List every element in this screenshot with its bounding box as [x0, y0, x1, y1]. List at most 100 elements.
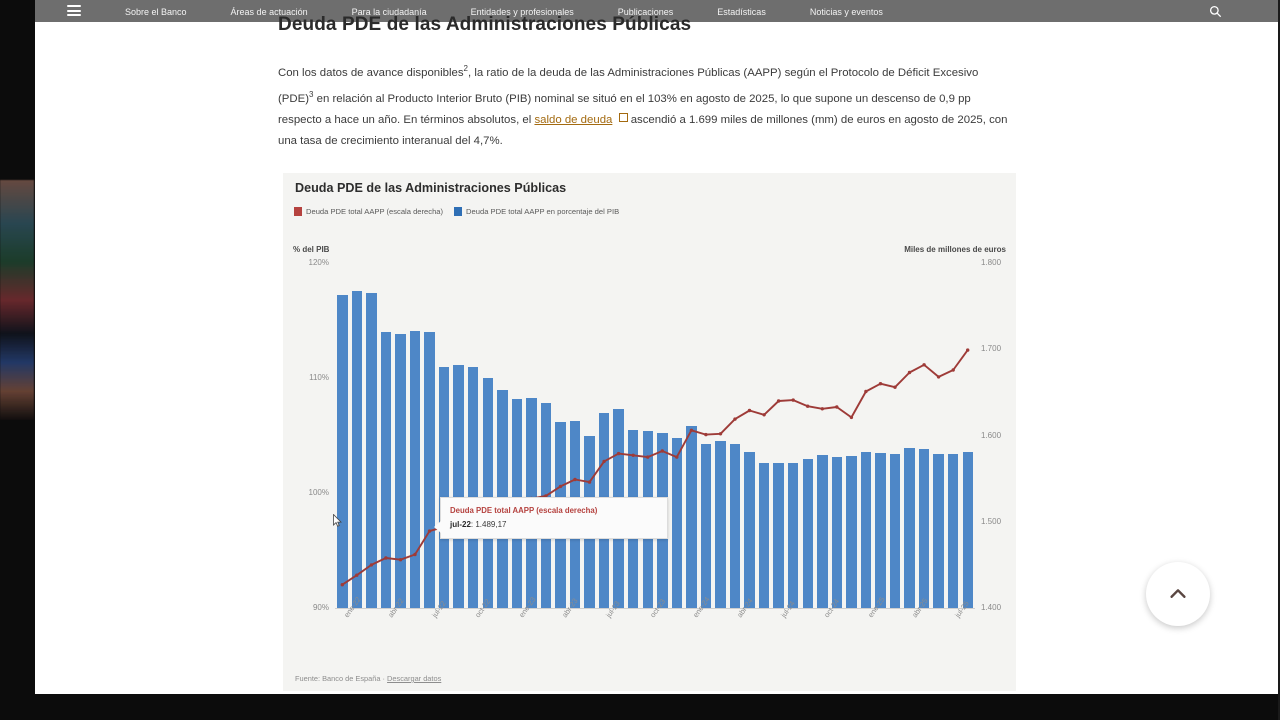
- line-point[interactable]: [369, 563, 374, 567]
- bar[interactable]: [875, 452, 886, 608]
- bar[interactable]: [438, 366, 450, 608]
- nav-item-sobre-el-banco[interactable]: Sobre el Banco: [125, 7, 187, 17]
- bar[interactable]: [715, 441, 726, 608]
- line-point[interactable]: [907, 370, 912, 375]
- line-point[interactable]: [413, 552, 417, 557]
- bar[interactable]: [409, 330, 421, 608]
- search-icon[interactable]: [1209, 5, 1222, 18]
- bar[interactable]: [962, 451, 974, 608]
- line-point[interactable]: [660, 449, 664, 453]
- bar-column[interactable]: [801, 263, 816, 608]
- bar-column[interactable]: [931, 263, 946, 608]
- line-point[interactable]: [762, 413, 766, 417]
- bar[interactable]: [366, 292, 377, 608]
- nav-item-estadisticas[interactable]: Estadísticas: [717, 7, 766, 17]
- line-point[interactable]: [573, 477, 577, 482]
- line-point[interactable]: [820, 407, 824, 411]
- bar-column[interactable]: [364, 263, 379, 608]
- download-data-link[interactable]: Descargar datos: [387, 674, 442, 683]
- bar[interactable]: [482, 378, 493, 608]
- bar-column[interactable]: [786, 263, 801, 608]
- bar-column[interactable]: [713, 263, 728, 608]
- line-point[interactable]: [587, 480, 592, 484]
- line-point[interactable]: [835, 405, 839, 409]
- bar-column[interactable]: [902, 263, 917, 608]
- bar[interactable]: [395, 334, 406, 608]
- line-point[interactable]: [558, 484, 563, 489]
- legend-item-deuda-pib[interactable]: Deuda PDE total AAPP en porcentaje del P…: [454, 207, 619, 216]
- legend-item-deuda-total[interactable]: Deuda PDE total AAPP (escala derecha): [294, 207, 443, 216]
- line-point[interactable]: [893, 385, 897, 389]
- nav-item-publicaciones[interactable]: Publicaciones: [617, 7, 674, 17]
- bar-column[interactable]: [335, 263, 350, 608]
- hamburger-icon[interactable]: [67, 5, 81, 16]
- bar[interactable]: [918, 449, 930, 608]
- line-point[interactable]: [733, 417, 737, 421]
- bar-column[interactable]: [699, 263, 714, 608]
- line-point[interactable]: [704, 432, 708, 437]
- bar-column[interactable]: [408, 263, 423, 608]
- bar[interactable]: [758, 463, 770, 608]
- bar-column[interactable]: [859, 263, 874, 608]
- line-point[interactable]: [878, 382, 883, 386]
- bar[interactable]: [773, 463, 784, 608]
- bar-column[interactable]: [830, 263, 845, 608]
- line-point[interactable]: [689, 428, 694, 432]
- bar-column[interactable]: [873, 263, 888, 608]
- bar-column[interactable]: [844, 263, 859, 608]
- bar-column[interactable]: [742, 263, 757, 608]
- bar[interactable]: [787, 463, 799, 608]
- nav-item-entidades-y-profesionales[interactable]: Entidades y profesionales: [470, 7, 574, 17]
- bar-column[interactable]: [422, 263, 437, 608]
- bar-column[interactable]: [451, 263, 466, 608]
- bar[interactable]: [802, 458, 813, 608]
- bar[interactable]: [846, 456, 857, 608]
- line-point[interactable]: [355, 573, 359, 577]
- line-point[interactable]: [631, 453, 635, 457]
- line-point[interactable]: [398, 558, 403, 562]
- bar-column[interactable]: [480, 263, 495, 608]
- line-point[interactable]: [936, 375, 941, 379]
- line-point[interactable]: [602, 459, 606, 464]
- bar-column[interactable]: [888, 263, 903, 608]
- line-point[interactable]: [544, 494, 548, 498]
- bar-column[interactable]: [757, 263, 772, 608]
- bar[interactable]: [933, 453, 944, 608]
- bar-column[interactable]: [684, 263, 699, 608]
- bar-column[interactable]: [728, 263, 743, 608]
- bar-column[interactable]: [917, 263, 932, 608]
- bar[interactable]: [424, 332, 435, 608]
- line-point[interactable]: [922, 363, 926, 367]
- line-point[interactable]: [864, 389, 868, 394]
- line-point[interactable]: [616, 451, 621, 456]
- bar-column[interactable]: [466, 263, 481, 608]
- bar[interactable]: [380, 332, 392, 608]
- page-scrollbar[interactable]: [1240, 0, 1244, 694]
- nav-item-para-la-ciudadania[interactable]: Para la ciudadanía: [351, 7, 427, 17]
- line-point[interactable]: [718, 432, 723, 436]
- line-point[interactable]: [646, 455, 650, 459]
- bar[interactable]: [860, 451, 872, 608]
- bar-column[interactable]: [946, 263, 961, 608]
- bar[interactable]: [831, 457, 843, 608]
- bar[interactable]: [671, 437, 683, 608]
- bar[interactable]: [467, 366, 479, 608]
- line-point[interactable]: [806, 404, 810, 408]
- line-point[interactable]: [340, 583, 344, 587]
- bar[interactable]: [729, 443, 741, 608]
- bar[interactable]: [700, 443, 712, 608]
- line-point[interactable]: [675, 455, 679, 459]
- nav-item-areas-de-actuacion[interactable]: Áreas de actuación: [230, 7, 308, 17]
- scroll-to-top-button[interactable]: [1146, 562, 1210, 626]
- bar[interactable]: [744, 451, 755, 608]
- bar[interactable]: [889, 453, 901, 608]
- bar[interactable]: [337, 295, 348, 608]
- bar-column[interactable]: [670, 263, 685, 608]
- line-point[interactable]: [951, 368, 955, 372]
- bar[interactable]: [453, 365, 464, 608]
- bar-column[interactable]: [379, 263, 394, 608]
- bar[interactable]: [351, 290, 363, 608]
- line-point[interactable]: [791, 398, 795, 402]
- bar-column[interactable]: [961, 263, 976, 608]
- bar-column[interactable]: [393, 263, 408, 608]
